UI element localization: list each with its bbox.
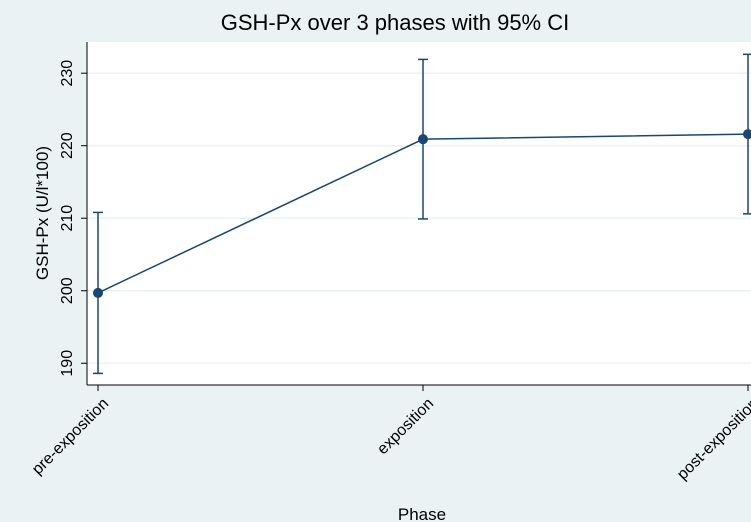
data-point — [418, 134, 428, 145]
y-tick-label: 200 — [59, 277, 76, 304]
y-tick-label: 210 — [59, 205, 76, 232]
x-axis-label: Phase — [398, 505, 446, 522]
plot-area — [87, 42, 751, 385]
y-tick-label: 190 — [59, 350, 76, 377]
y-axis-label: GSH-Px (U/l*100) — [33, 146, 52, 280]
y-tick-label: 230 — [59, 60, 76, 87]
data-point — [93, 287, 103, 298]
chart-title: GSH-Px over 3 phases with 95% CI — [221, 10, 569, 35]
data-point — [743, 129, 751, 140]
y-tick-label: 220 — [59, 132, 76, 159]
